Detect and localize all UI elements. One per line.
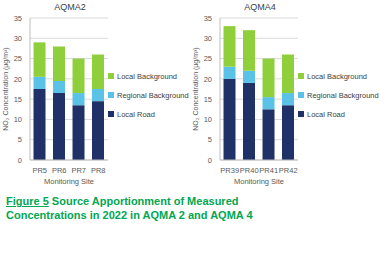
svg-text:PR42: PR42 xyxy=(279,166,298,175)
html-text:AQMA4: AQMA4 xyxy=(244,2,276,12)
html-text:Local Background: Local Background xyxy=(307,71,367,81)
html-text:Local Road: Local Road xyxy=(307,109,345,119)
svg-text:NO₂ Concentration (µg/m³): NO₂ Concentration (µg/m³) xyxy=(8,47,10,130)
svg-text:PR6: PR6 xyxy=(52,166,67,175)
svg-text:Monitoring Site: Monitoring Site xyxy=(44,177,94,186)
svg-text:15: 15 xyxy=(204,95,212,104)
svg-text:NO₂ Concentration (µg/m³): NO₂ Concentration (µg/m³) xyxy=(192,47,200,130)
svg-text:PR41: PR41 xyxy=(259,166,278,175)
svg-text:Monitoring Site: Monitoring Site xyxy=(234,177,284,186)
svg-text:PR40: PR40 xyxy=(240,166,259,175)
svg-text:20: 20 xyxy=(204,75,212,84)
svg-text:PR39: PR39 xyxy=(220,166,239,175)
svg-text:20: 20 xyxy=(14,75,22,84)
html-text:Regional Background: Regional Background xyxy=(117,90,189,100)
svg-text:30: 30 xyxy=(14,34,22,43)
svg-text:10: 10 xyxy=(204,115,212,124)
svg-text:25: 25 xyxy=(14,54,22,63)
svg-text:35: 35 xyxy=(204,14,212,23)
svg-text:15: 15 xyxy=(14,95,22,104)
svg-text:0: 0 xyxy=(18,156,22,165)
svg-text:30: 30 xyxy=(204,34,212,43)
html-text:AQMA2: AQMA2 xyxy=(54,2,86,12)
html-text:Regional Background: Regional Background xyxy=(307,90,379,100)
svg-text:10: 10 xyxy=(14,115,22,124)
svg-text:35: 35 xyxy=(14,14,22,23)
html-text:Local Road: Local Road xyxy=(117,109,155,119)
svg-text:PR8: PR8 xyxy=(91,166,106,175)
html-text:Figure 5 Source Apportionment: Figure 5 Source Apportionment of Measure… xyxy=(6,195,253,221)
svg-text:5: 5 xyxy=(208,135,212,144)
svg-text:5: 5 xyxy=(18,135,22,144)
svg-text:25: 25 xyxy=(204,54,212,63)
svg-text:PR5: PR5 xyxy=(32,166,47,175)
svg-text:0: 0 xyxy=(208,156,212,165)
svg-text:PR7: PR7 xyxy=(71,166,86,175)
html-text:Local Background: Local Background xyxy=(117,71,177,81)
